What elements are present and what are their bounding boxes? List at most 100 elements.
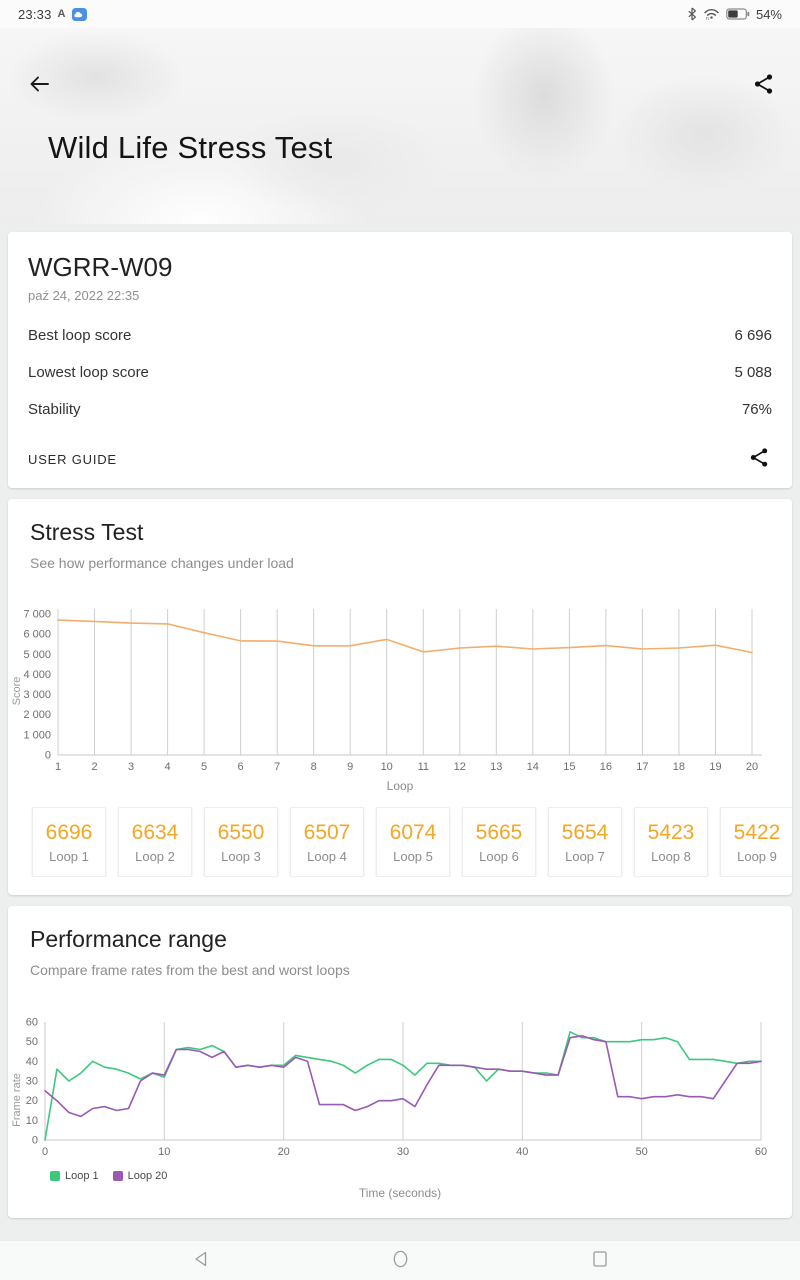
svg-text:0: 0: [42, 1146, 48, 1158]
svg-text:3: 3: [128, 761, 134, 773]
legend-label: Loop 20: [127, 1170, 168, 1182]
svg-text:20: 20: [746, 761, 758, 773]
svg-text:13: 13: [490, 761, 502, 773]
loop-score-tile: 5423 Loop 8: [634, 807, 708, 877]
performance-range-subtitle: Compare frame rates from the best and wo…: [30, 962, 350, 978]
nav-back-button[interactable]: [188, 1249, 212, 1273]
svg-text:19: 19: [709, 761, 721, 773]
result-summary-card: WGRR-W09 paź 24, 2022 22:35 Best loop sc…: [8, 232, 792, 488]
time-axis-label: Time (seconds): [358, 1186, 442, 1200]
svg-text:50: 50: [636, 1146, 648, 1158]
svg-text:5 000: 5 000: [23, 649, 51, 661]
battery-percent-text: 54%: [755, 6, 782, 22]
legend-label: Loop 1: [65, 1170, 99, 1182]
notification-app-icon: A: [57, 8, 66, 20]
svg-text:20: 20: [278, 1146, 290, 1158]
tile-score: 6550: [217, 820, 265, 844]
svg-text:40: 40: [516, 1146, 528, 1158]
row-label: Lowest loop score: [28, 364, 149, 381]
loop1-swatch: [50, 1171, 60, 1181]
result-card-footer: USER GUIDE: [28, 444, 772, 474]
stress-test-title: Stress Test: [30, 519, 144, 545]
tile-score: 5665: [475, 820, 523, 844]
svg-text:10: 10: [381, 761, 393, 773]
loop-score-tile: 6696 Loop 1: [32, 807, 106, 877]
share-result-button[interactable]: [746, 446, 772, 472]
svg-text:4: 4: [165, 761, 171, 773]
android-nav-bar: [0, 1240, 800, 1280]
performance-range-title: Performance range: [30, 926, 227, 952]
lowest-loop-score-row: Lowest loop score 5 088: [28, 354, 772, 391]
nav-recents-button[interactable]: [588, 1249, 612, 1273]
svg-text:n: n: [706, 16, 709, 21]
share-button-header[interactable]: [748, 70, 778, 100]
share-icon: [749, 447, 769, 471]
battery-icon: [726, 8, 750, 20]
svg-text:7 000: 7 000: [23, 609, 51, 621]
svg-text:10: 10: [158, 1146, 170, 1158]
tile-label: Loop 6: [479, 848, 519, 864]
back-arrow-icon: [27, 72, 51, 99]
svg-text:6: 6: [238, 761, 244, 773]
svg-text:10: 10: [26, 1115, 38, 1127]
svg-text:2 000: 2 000: [23, 709, 51, 721]
loop-score-tile: 6634 Loop 2: [118, 807, 192, 877]
tile-score: 5422: [733, 820, 781, 844]
stress-chart: Score 1 2 3 4 5 6 7 8 9 10 11 12 13 14 15 16 17 18 19 20 0 1 …: [8, 605, 792, 793]
tile-score: 5654: [561, 820, 609, 844]
svg-text:8: 8: [311, 761, 317, 773]
score-rows: Best loop score 6 696 Lowest loop score …: [28, 317, 772, 428]
user-guide-button[interactable]: USER GUIDE: [28, 451, 117, 467]
tile-label: Loop 9: [737, 848, 777, 864]
run-datetime: paź 24, 2022 22:35: [28, 288, 140, 303]
svg-text:60: 60: [26, 1017, 38, 1029]
share-icon: [753, 73, 774, 98]
status-bar: 23:33 A n 54%: [0, 0, 800, 28]
svg-text:0: 0: [32, 1135, 38, 1147]
row-label: Stability: [28, 401, 81, 418]
svg-text:18: 18: [673, 761, 685, 773]
svg-text:0: 0: [45, 750, 51, 762]
content: WGRR-W09 paź 24, 2022 22:35 Best loop sc…: [0, 224, 800, 1240]
chart-legend: Loop 1 Loop 20: [8, 1170, 792, 1182]
tile-label: Loop 8: [651, 848, 691, 864]
loop20-swatch: [112, 1171, 123, 1181]
svg-text:9: 9: [347, 761, 353, 773]
hero-header: Wild Life Stress Test: [0, 28, 800, 224]
svg-text:17: 17: [636, 761, 648, 773]
performance-range-card: Performance range Compare frame rates fr…: [8, 906, 792, 1218]
status-bar-left: 23:33 A: [18, 7, 87, 22]
best-loop-score-row: Best loop score 6 696: [28, 317, 772, 354]
nav-recents-square-icon: [593, 1251, 607, 1270]
back-button[interactable]: [24, 70, 54, 100]
svg-text:3 000: 3 000: [23, 689, 51, 701]
svg-text:2: 2: [91, 761, 97, 773]
svg-text:30: 30: [26, 1076, 38, 1088]
row-value: 6 696: [734, 327, 772, 344]
loop-score-tile: 5654 Loop 7: [548, 807, 622, 877]
clock-text: 23:33: [18, 6, 52, 22]
row-label: Best loop score: [28, 327, 132, 344]
row-value: 5 088: [734, 364, 772, 381]
svg-text:12: 12: [454, 761, 466, 773]
loop-score-tile: 5422 Loop 9: [720, 807, 792, 877]
nav-home-button[interactable]: [388, 1249, 412, 1273]
loop-score-tile: 6550 Loop 3: [204, 807, 278, 877]
stability-row: Stability 76%: [28, 391, 772, 428]
loop-score-tile: 6507 Loop 4: [290, 807, 364, 877]
tile-score: 6074: [389, 820, 437, 844]
loop-tiles-row[interactable]: 6696 Loop 1 6634 Loop 2 6550 Loop 3 6507 Loop 4…: [8, 807, 792, 877]
svg-text:1: 1: [55, 761, 61, 773]
legend-item-loop20: Loop 20: [112, 1170, 168, 1182]
nav-back-triangle-icon: [194, 1251, 207, 1270]
svg-text:16: 16: [600, 761, 612, 773]
status-bar-right: n 54%: [687, 7, 782, 22]
svg-text:20: 20: [26, 1095, 38, 1107]
svg-text:60: 60: [755, 1146, 767, 1158]
framerate-chart: Frame rate 0 10 20 30 40 50 60 0 10 20 30 40 50 60 Lo…: [8, 1016, 792, 1201]
framerate-chart-svg: 0 10 20 30 40 50 60 0 10 20 30 40 50 60: [26, 1017, 767, 1159]
loop-score-tile: 5665 Loop 6: [462, 807, 536, 877]
device-name: WGRR-W09: [28, 252, 173, 282]
